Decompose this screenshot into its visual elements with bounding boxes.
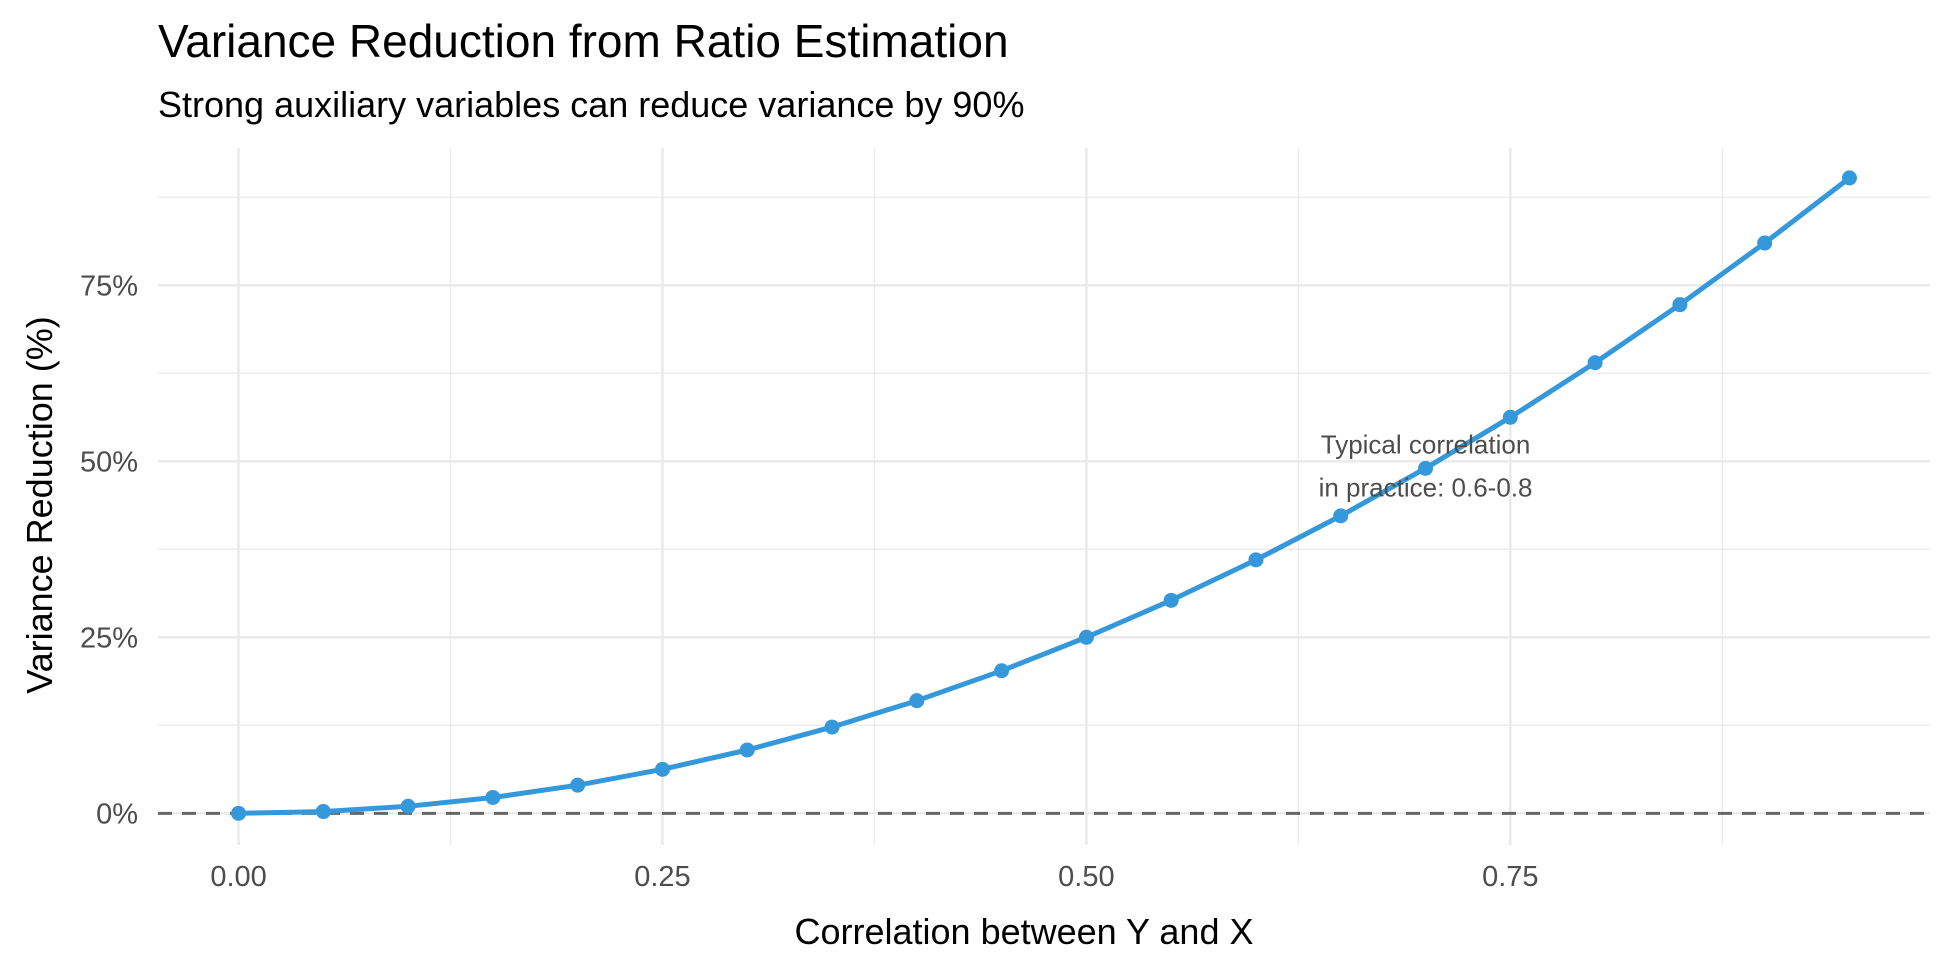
data-point	[1078, 629, 1094, 645]
y-tick-label: 50%	[80, 446, 138, 478]
data-point	[570, 777, 586, 793]
annotation: Typical correlation in practice: 0.6-0.8	[1319, 429, 1533, 502]
data-point	[485, 789, 501, 805]
gridlines	[158, 148, 1930, 845]
x-tick-label: 0.25	[634, 861, 690, 893]
y-tick-label: 0%	[96, 798, 138, 830]
data-point	[1587, 355, 1603, 371]
annotation-line: Typical correlation	[1321, 429, 1531, 459]
data-point	[231, 805, 247, 821]
x-axis-title: Correlation between Y and X	[795, 911, 1254, 952]
series-line	[236, 175, 1852, 816]
x-tick-label: 0.75	[1482, 861, 1538, 893]
data-point	[909, 693, 925, 709]
data-points	[231, 170, 1857, 821]
data-point	[824, 719, 840, 735]
x-tick-label: 0.50	[1058, 861, 1114, 893]
data-point	[654, 761, 670, 777]
x-tick-label: 0.00	[210, 861, 266, 893]
data-point	[994, 663, 1010, 679]
y-axis-ticks: 0% 25% 50% 75%	[80, 270, 138, 830]
x-axis-ticks: 0.00 0.25 0.50 0.75	[210, 861, 1538, 893]
data-point	[1248, 552, 1264, 568]
chart-subtitle: Strong auxiliary variables can reduce va…	[158, 84, 1024, 125]
data-point	[315, 804, 331, 820]
data-point	[400, 798, 416, 814]
data-point	[1418, 460, 1434, 476]
data-point	[1757, 235, 1773, 251]
data-point	[739, 742, 755, 758]
data-point	[1672, 297, 1688, 313]
y-tick-label: 75%	[80, 270, 138, 302]
data-point	[1163, 592, 1179, 608]
y-axis-title: Variance Reduction (%)	[19, 316, 60, 694]
data-point	[1841, 170, 1857, 186]
chart-title: Variance Reduction from Ratio Estimation	[158, 15, 1009, 67]
data-point	[1333, 508, 1349, 524]
annotation-line: in practice: 0.6-0.8	[1319, 472, 1533, 502]
data-point	[1502, 409, 1518, 425]
series-polyline	[236, 175, 1852, 816]
y-tick-label: 25%	[80, 622, 138, 654]
